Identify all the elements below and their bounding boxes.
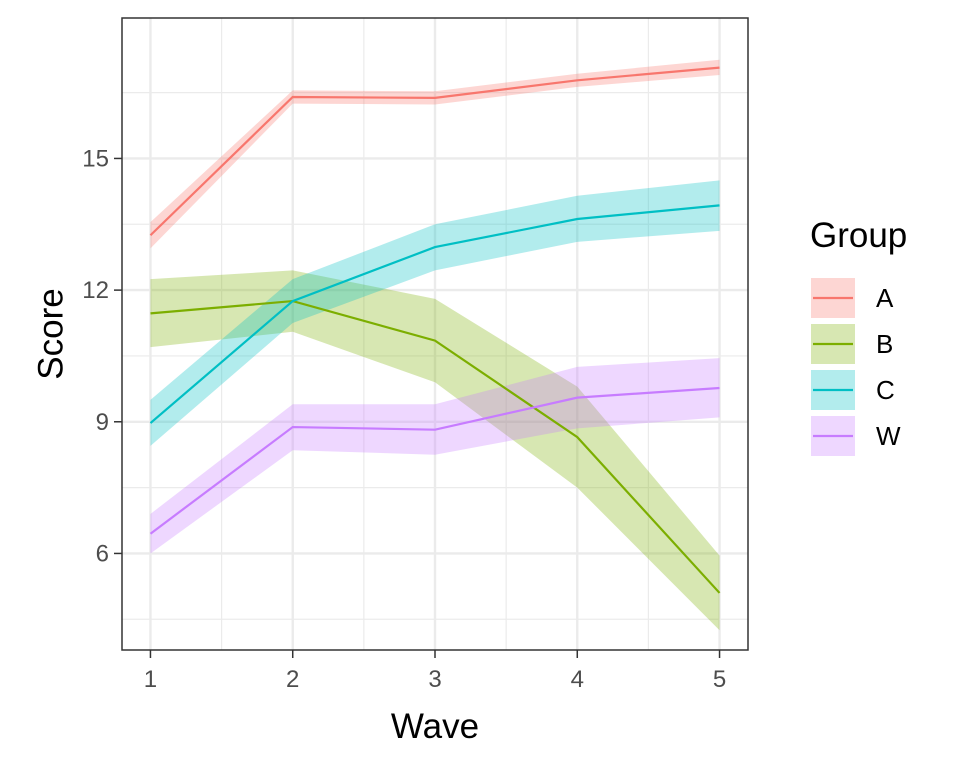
- legend-item-b: B: [811, 324, 893, 364]
- series-lines: [149, 66, 721, 594]
- band-w: [150, 358, 720, 554]
- x-tick-label: 1: [144, 666, 157, 693]
- x-tick-label: 2: [286, 666, 299, 693]
- legend-item-c: C: [811, 370, 895, 410]
- line-b: [150, 299, 721, 594]
- legend-item-a: A: [811, 278, 894, 318]
- legend-item-w: W: [811, 416, 901, 456]
- x-axis-title: Wave: [391, 707, 479, 746]
- line-a: [149, 66, 720, 237]
- legend-label: A: [876, 283, 894, 313]
- y-axis-title: Score: [31, 288, 70, 379]
- legend-title: Group: [810, 216, 907, 255]
- legend-label: W: [876, 421, 901, 451]
- x-tick-label: 3: [428, 666, 441, 693]
- legend-label: C: [876, 375, 895, 405]
- x-tick-label: 5: [713, 666, 726, 693]
- y-tick-label: 15: [82, 145, 109, 172]
- band-b: [150, 270, 720, 631]
- line-w: [149, 386, 720, 535]
- y-tick-label: 9: [96, 409, 109, 436]
- major-gridlines: [122, 18, 748, 650]
- y-tick-label: 6: [96, 540, 109, 567]
- band-c: [150, 180, 720, 446]
- legend-label: B: [876, 329, 893, 359]
- line-c: [149, 204, 720, 424]
- y-tick-label: 12: [82, 277, 109, 304]
- x-tick-label: 4: [571, 666, 584, 693]
